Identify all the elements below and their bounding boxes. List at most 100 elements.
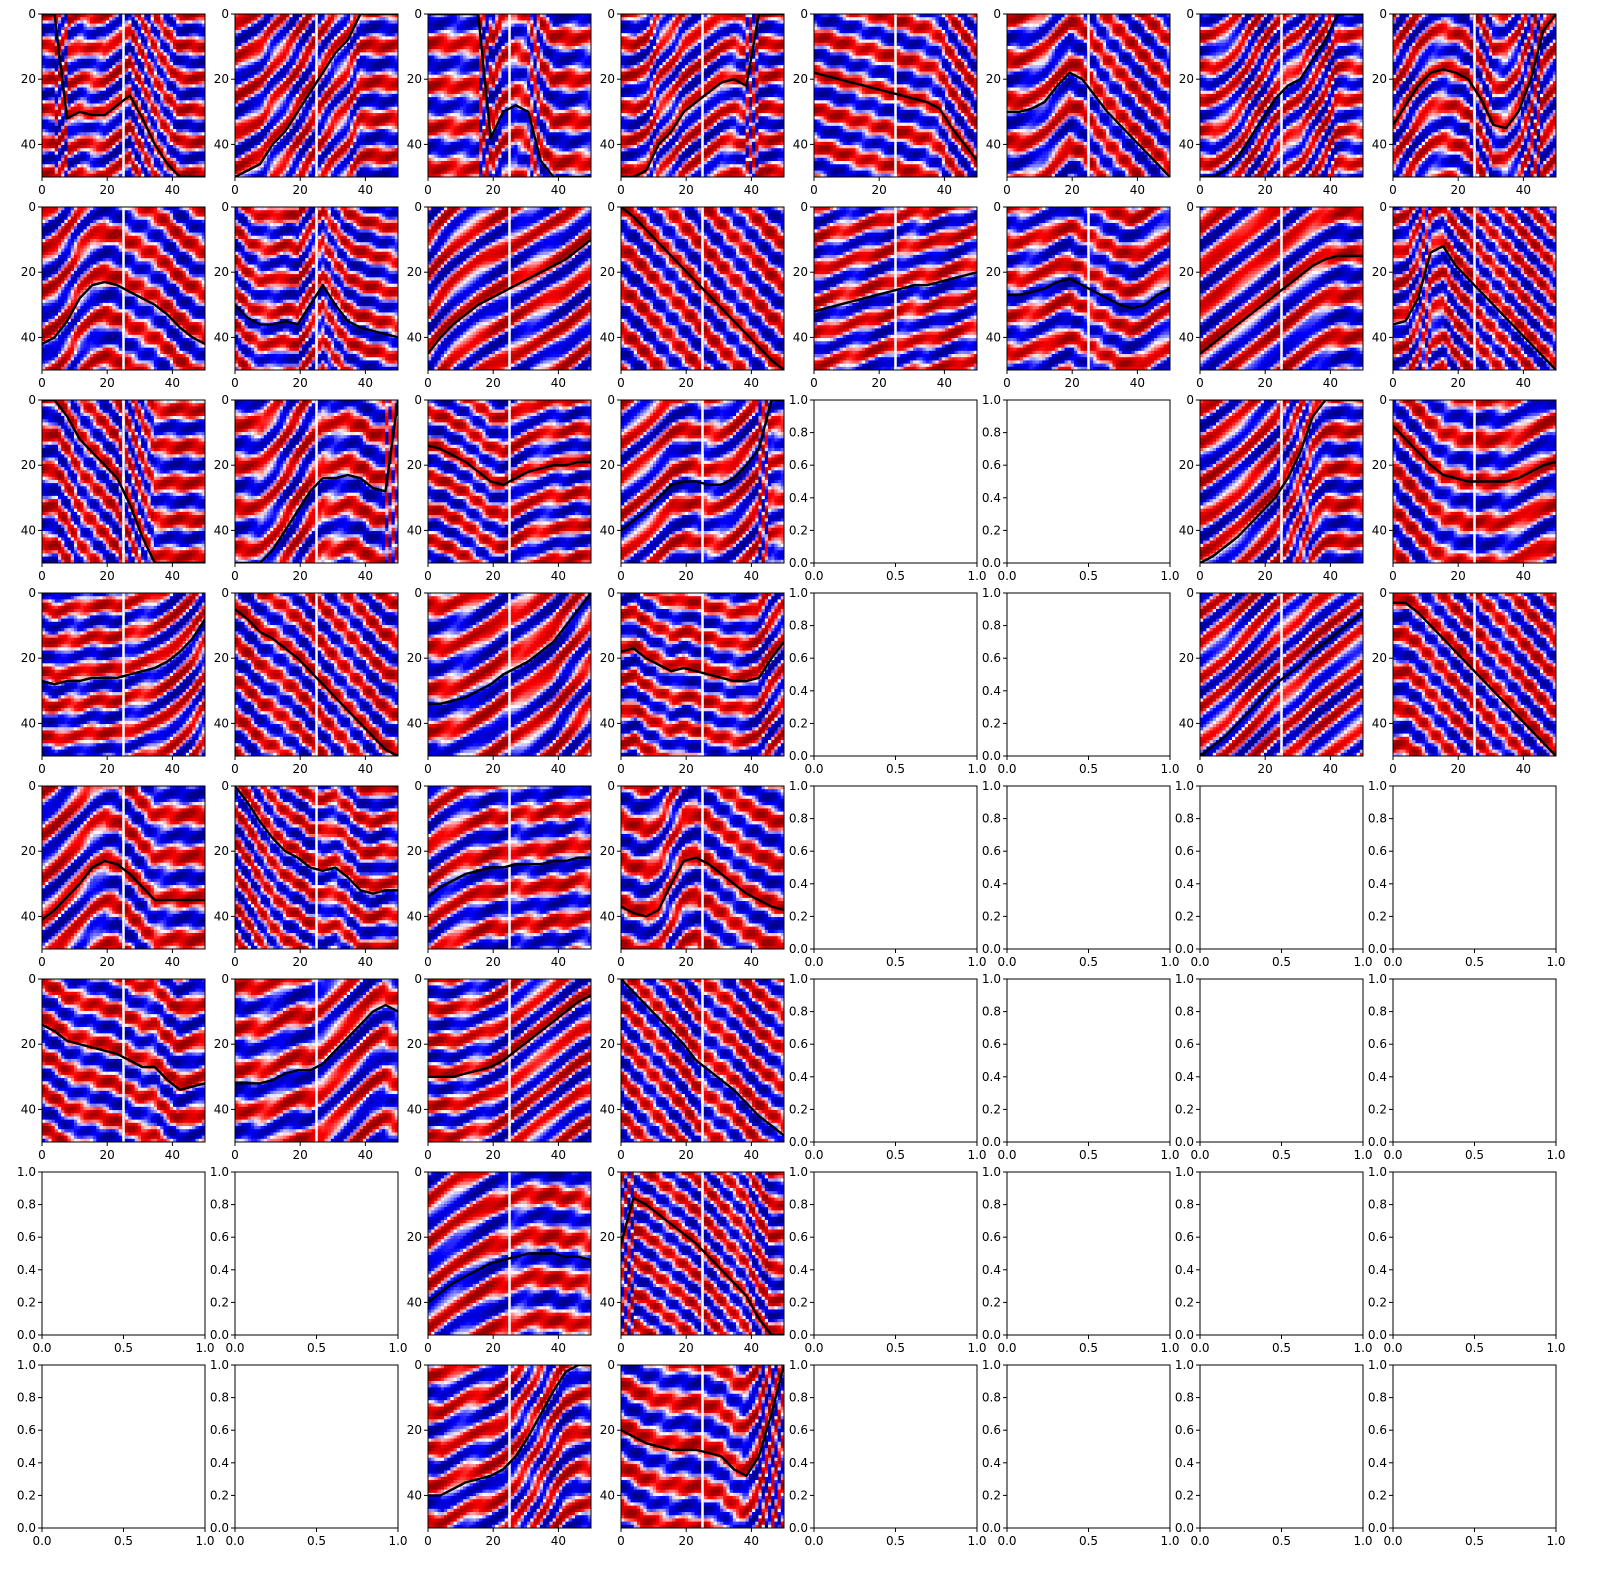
y-tick-label: 0.6	[982, 1230, 1001, 1244]
y-tick-label: 40	[214, 330, 229, 344]
x-tick-label: 0	[617, 569, 625, 583]
x-tick-label: 0.0	[1383, 1534, 1402, 1548]
y-tick-label: 0.0	[210, 1328, 229, 1342]
x-tick-label: 1.0	[1160, 762, 1179, 776]
x-tick-label: 0.0	[32, 1534, 51, 1548]
x-tick-label: 1.0	[1160, 569, 1179, 583]
empty-axes-frame	[42, 1172, 205, 1335]
x-tick-label: 1.0	[388, 1534, 407, 1548]
x-tick-label: 0.5	[1272, 1341, 1291, 1355]
subplot-r6-c5: 0.0 0.5 1.00.00.20.40.60.81.0	[982, 1165, 1180, 1355]
empty-axes-frame	[1007, 1172, 1170, 1335]
x-tick-label: 20	[679, 1148, 694, 1162]
subplot-r5-c4: 0.0 0.5 1.00.00.20.40.60.81.0	[789, 972, 987, 1162]
x-tick-label: 0	[1196, 762, 1204, 776]
x-tick-label: 40	[165, 1148, 180, 1162]
x-tick-label: 1.0	[195, 1534, 214, 1548]
x-tick-label: 0.0	[997, 762, 1016, 776]
empty-axes-frame	[814, 400, 977, 563]
y-tick-label: 0	[1186, 7, 1194, 21]
x-tick-label: 40	[744, 1534, 759, 1548]
x-tick-label: 40	[744, 569, 759, 583]
y-tick-label: 0	[607, 972, 615, 986]
y-tick-label: 0.2	[982, 1295, 1001, 1309]
y-tick-label: 0.4	[1175, 1456, 1194, 1470]
y-tick-label: 0.6	[1175, 844, 1194, 858]
y-tick-label: 20	[600, 1423, 615, 1437]
y-tick-label: 0	[414, 200, 422, 214]
x-tick-label: 40	[1130, 376, 1145, 390]
y-tick-label: 0	[1379, 586, 1387, 600]
x-tick-label: 0	[424, 183, 432, 197]
y-tick-label: 0	[414, 393, 422, 407]
x-tick-label: 0	[617, 762, 625, 776]
y-tick-label: 20	[407, 1037, 422, 1051]
x-tick-label: 20	[1451, 183, 1466, 197]
y-tick-label: 0	[28, 393, 36, 407]
empty-axes-frame	[814, 786, 977, 949]
y-tick-label: 0.6	[1175, 1230, 1194, 1244]
empty-axes-frame	[1200, 979, 1363, 1142]
x-tick-label: 0.0	[804, 1534, 823, 1548]
y-tick-label: 0.2	[789, 909, 808, 923]
y-tick-label: 0	[607, 586, 615, 600]
y-tick-label: 0.8	[1175, 1391, 1194, 1405]
y-tick-label: 20	[1179, 265, 1194, 279]
x-tick-label: 40	[1516, 762, 1531, 776]
y-tick-label: 1.0	[982, 1358, 1001, 1372]
y-tick-label: 1.0	[1368, 1358, 1387, 1372]
x-tick-label: 1.0	[967, 1341, 986, 1355]
subplot-r5-c6: 0.0 0.5 1.00.00.20.40.60.81.0	[1175, 972, 1373, 1162]
subplot-r6-c1: 0.0 0.5 1.00.00.20.40.60.81.0	[210, 1165, 408, 1355]
y-tick-label: 1.0	[210, 1165, 229, 1179]
y-tick-label: 0.2	[982, 1488, 1001, 1502]
y-tick-label: 20	[1372, 651, 1387, 665]
y-tick-label: 0.0	[1175, 1328, 1194, 1342]
y-tick-label: 20	[1372, 458, 1387, 472]
x-tick-label: 0	[231, 376, 239, 390]
x-tick-label: 1.0	[1160, 1148, 1179, 1162]
y-tick-label: 0.0	[982, 556, 1001, 570]
y-tick-label: 20	[21, 1037, 36, 1051]
x-tick-label: 1.0	[388, 1341, 407, 1355]
y-tick-label: 40	[1179, 137, 1194, 151]
x-tick-label: 40	[744, 955, 759, 969]
y-tick-label: 0.4	[789, 684, 808, 698]
x-tick-label: 0.5	[307, 1341, 326, 1355]
x-tick-label: 0.5	[886, 955, 905, 969]
subplot-r4-c6: 0.0 0.5 1.00.00.20.40.60.81.0	[1175, 779, 1373, 969]
x-tick-label: 40	[551, 183, 566, 197]
y-tick-label: 0.6	[982, 1423, 1001, 1437]
y-tick-label: 0.4	[1368, 1263, 1387, 1277]
x-tick-label: 20	[486, 1534, 501, 1548]
subplot-r2-c5: 0.0 0.5 1.00.00.20.40.60.81.0	[982, 393, 1180, 583]
y-tick-label: 20	[793, 72, 808, 86]
x-tick-label: 40	[551, 1148, 566, 1162]
empty-axes-frame	[1393, 786, 1556, 949]
y-tick-label: 40	[600, 1488, 615, 1502]
y-tick-label: 0.4	[789, 491, 808, 505]
y-tick-label: 0.2	[789, 1295, 808, 1309]
x-tick-label: 0.5	[886, 1341, 905, 1355]
y-tick-label: 0.0	[982, 942, 1001, 956]
subplot-r3-c5: 0.0 0.5 1.00.00.20.40.60.81.0	[982, 586, 1180, 776]
subplot-r5-c7: 0.0 0.5 1.00.00.20.40.60.81.0	[1368, 972, 1566, 1162]
x-tick-label: 20	[486, 762, 501, 776]
y-tick-label: 0.8	[789, 1391, 808, 1405]
y-tick-label: 40	[793, 330, 808, 344]
y-tick-label: 0.2	[1175, 1488, 1194, 1502]
x-tick-label: 20	[486, 1148, 501, 1162]
y-tick-label: 0.0	[1368, 1328, 1387, 1342]
y-tick-label: 40	[407, 1488, 422, 1502]
x-tick-label: 20	[1065, 183, 1080, 197]
x-tick-label: 0	[617, 183, 625, 197]
empty-axes-frame	[1393, 1172, 1556, 1335]
x-tick-label: 20	[872, 183, 887, 197]
y-tick-label: 40	[21, 523, 36, 537]
